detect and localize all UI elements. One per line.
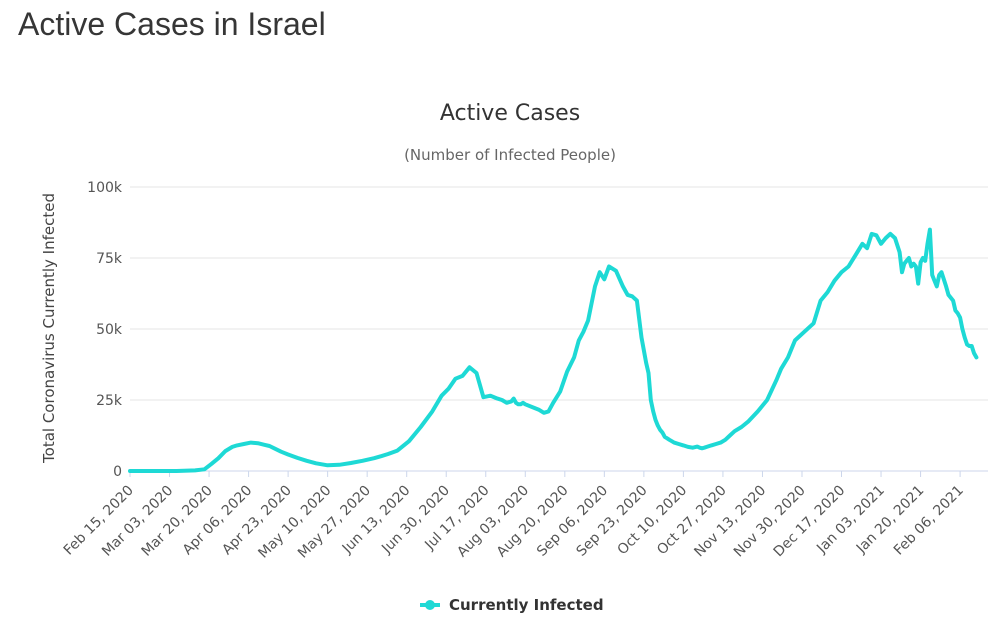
x-tick-label: Jun 30, 2020 [378,483,453,558]
x-tick-label: Apr 23, 2020 [219,483,295,559]
y-axis-label: Total Coronavirus Currently Infected [40,193,58,464]
y-tick-label: 75k [96,251,123,267]
x-tick-label: Feb 06, 2021 [891,483,967,559]
legend[interactable]: Currently Infected [420,596,604,614]
x-tick-label: Oct 27, 2020 [654,483,730,559]
gridlines [130,186,988,472]
y-tick-label: 50k [96,322,123,338]
x-tick-label: Feb 15, 2020 [61,483,137,559]
chart-title: Active Cases [440,101,580,126]
series-layer [128,227,979,473]
legend-series-label: Currently Infected [449,596,604,614]
y-tick-label: 25k [96,393,123,409]
x-tick-label: Oct 10, 2020 [615,483,691,559]
page-title: Active Cases in Israel [18,6,326,42]
legend-series-marker [425,600,435,610]
y-tick-label: 0 [113,464,122,480]
x-tick-label: Apr 06, 2020 [180,483,256,559]
series-line-currently-infected[interactable] [128,227,979,473]
chart-subtitle: (Number of Infected People) [404,146,616,164]
y-tick-label: 100k [87,180,123,196]
x-tick-label: Jun 13, 2020 [339,483,414,558]
y-axis-ticks: 0 25k 50k 75k 100k [87,180,123,480]
